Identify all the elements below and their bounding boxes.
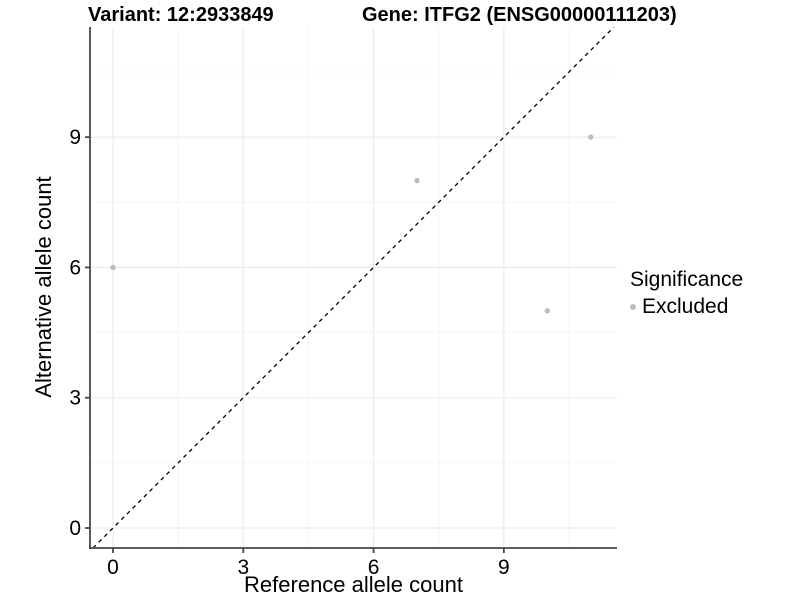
data-point (414, 177, 420, 184)
plot-title-gene: Gene: ITFG2 (ENSG00000111203) (362, 4, 677, 26)
x-tick-label: 0 (107, 556, 119, 579)
x-tick-label: 3 (237, 556, 249, 579)
identity-reference-line (92, 26, 615, 549)
data-point (110, 264, 116, 271)
y-tick-label: 6 (69, 256, 81, 279)
x-tick-labels: 0 3 6 9 (107, 556, 510, 579)
y-tick-label: 0 (69, 517, 81, 540)
y-tick-label: 3 (69, 387, 81, 410)
data-point (544, 308, 550, 314)
y-tick-label: 9 (69, 126, 81, 149)
x-axis-title: Reference allele count (244, 572, 463, 597)
legend-entry-label: Excluded (642, 295, 729, 318)
x-tick-label: 9 (498, 556, 510, 579)
data-points (110, 134, 594, 314)
data-point (588, 134, 594, 140)
gridlines-minor (90, 27, 617, 548)
x-tick-label: 6 (368, 556, 380, 579)
legend: Significance Excluded (630, 268, 743, 319)
y-axis-title: Alternative allele count (31, 176, 56, 398)
legend-title: Significance (630, 268, 744, 291)
excluded-point-swatch (630, 304, 636, 310)
axis-tick-marks (85, 136, 505, 553)
gridlines-major (90, 27, 617, 548)
y-tick-labels: 0 3 6 9 (69, 126, 81, 540)
plot-title-variant: Variant: 12:2933849 (88, 4, 274, 26)
axis-lines (89, 27, 617, 549)
legend-entry-excluded: Excluded (630, 295, 743, 319)
